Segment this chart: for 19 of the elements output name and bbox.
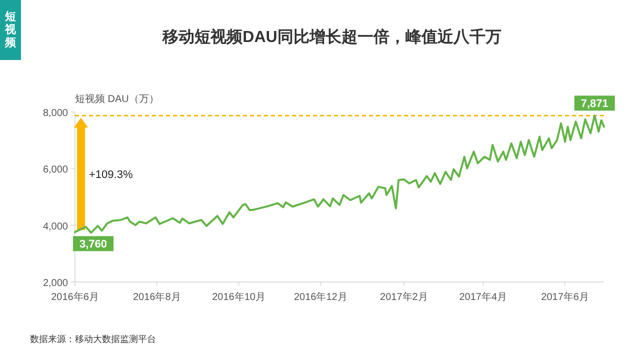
annotation: +109.3% [89,168,133,181]
y-tick-label: 6,000 [42,164,68,176]
y-axis-title: 短视频 DAU（万） [75,93,159,105]
x-tick-label: 2016年12月 [294,291,348,303]
y-tick-label: 2,000 [42,278,68,289]
source-note: 数据来源：移动大数据监测平台 [30,334,156,344]
x-tick-label: 2017年6月 [541,291,589,303]
x-tick-label: 2016年10月 [212,291,266,303]
text: 短视频 [4,10,17,49]
data-label: 7,871 [580,98,608,110]
data-label: 3,760 [79,238,108,251]
y-tick-label: 4,000 [42,221,68,232]
x-tick-label: 2017年4月 [459,291,508,303]
chart-title: 移动短视频DAU同比增长超一倍，峰值近八千万 [162,28,502,46]
x-tick-label: 2016年8月 [132,291,181,303]
line-series [74,114,605,234]
x-tick-label: 2017年2月 [380,291,428,303]
y-tick-label: 8,000 [42,108,68,119]
x-tick-label: 2016年6月 [51,291,99,303]
